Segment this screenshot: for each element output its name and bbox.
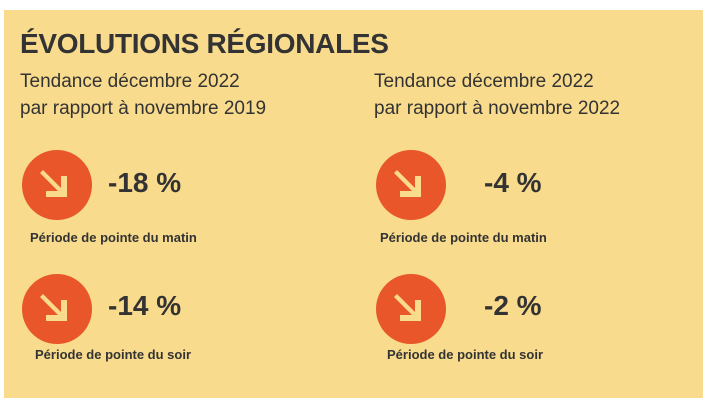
arrow-down-right-icon <box>376 274 446 344</box>
metric-value: -2 % <box>484 290 542 321</box>
metric-label: Période de pointe du matin <box>30 230 197 245</box>
subtitle-line: par rapport à novembre 2022 <box>374 98 621 119</box>
metric-value: -4 % <box>484 167 542 198</box>
arrow-down-right-icon <box>376 150 446 220</box>
metric-label: Période de pointe du matin <box>380 230 547 245</box>
subtitle-line: Tendance décembre 2022 <box>20 71 240 92</box>
subtitle-line: Tendance décembre 2022 <box>374 71 594 92</box>
card-title: ÉVOLUTIONS RÉGIONALES <box>20 28 389 59</box>
metric-label: Période de pointe du soir <box>35 347 192 362</box>
column-subtitle-2022: Tendance décembre 2022 par rapport à nov… <box>374 68 620 122</box>
subtitle-line: par rapport à novembre 2019 <box>20 98 267 119</box>
arrow-down-right-icon <box>22 150 92 220</box>
column-subtitle-2019: Tendance décembre 2022 par rapport à nov… <box>20 68 266 122</box>
metric-value: -14 % <box>108 290 182 321</box>
metric-label: Période de pointe du soir <box>387 347 544 362</box>
regional-trends-card: ÉVOLUTIONS RÉGIONALES Tendance décembre … <box>4 10 703 398</box>
arrow-down-right-icon <box>22 274 92 344</box>
metric-value: -18 % <box>108 167 182 198</box>
